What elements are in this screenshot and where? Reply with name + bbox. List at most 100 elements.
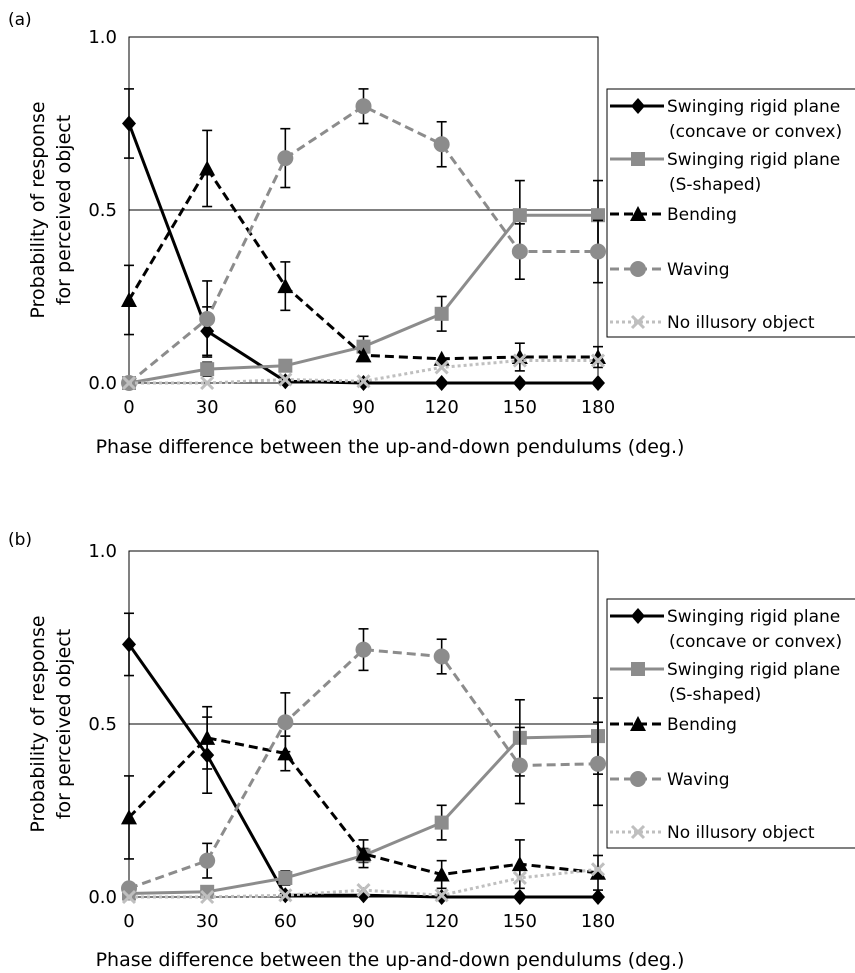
y-tick-label: 1.0 (88, 541, 117, 562)
legend-marker (631, 608, 645, 624)
data-point (434, 360, 449, 375)
legend-label: Swinging rigid plane (667, 660, 840, 680)
legend-item: Swinging rigid plane (S-shaped) (610, 150, 840, 195)
series-4 (121, 353, 606, 391)
legend-item: Swinging rigid plane (S-shaped) (610, 660, 840, 705)
legend-marker (630, 261, 646, 277)
series-1 (122, 697, 605, 901)
x-tick-label: 0 (123, 911, 134, 932)
data-point (277, 714, 294, 731)
data-point (199, 160, 216, 176)
data-point (433, 648, 450, 665)
legend-label: No illusory object (667, 313, 815, 333)
legend-box (606, 88, 855, 338)
legend-item: Bending (610, 205, 737, 225)
legend-label: No illusory object (667, 823, 815, 843)
series-line (127, 166, 598, 361)
x-tick-label: 90 (352, 911, 375, 932)
data-point (512, 375, 527, 391)
data-point (433, 866, 450, 882)
y-axis-label-line1: Probability of response (27, 101, 49, 318)
data-point (121, 809, 137, 825)
y-axis-label-line2: for perceived object (53, 629, 75, 819)
legend-label: Swinging rigid plane (667, 150, 840, 170)
data-point (590, 243, 606, 260)
y-axis-label: Probability of response for perceived obj… (27, 101, 75, 318)
data-point (199, 310, 216, 327)
series-2 (121, 705, 606, 891)
data-point (512, 353, 527, 368)
chart-panel-a: (a) 0.0 0.5 1.0 0 30 60 90 120 150 180 Probability … (8, 10, 855, 458)
legend-item: Swinging rigid plane (concave or convex) (610, 607, 842, 652)
legend-item: No illusory object (610, 313, 815, 333)
data-point (511, 243, 528, 260)
data-point (512, 208, 527, 223)
y-axis-label: Probability of response for perceived obj… (27, 615, 75, 832)
data-point (121, 291, 137, 307)
panel-label: (b) (8, 530, 32, 550)
data-point (356, 883, 371, 898)
data-point (590, 864, 606, 880)
y-axis-label-line2: for perceived object (53, 115, 75, 305)
data-point (278, 372, 293, 387)
legend-item: Waving (610, 260, 730, 280)
legend-marker (630, 771, 646, 787)
data-point (434, 815, 449, 830)
data-point (590, 755, 606, 772)
data-point (199, 729, 216, 745)
data-point (278, 888, 293, 903)
legend-item: Bending (610, 715, 737, 735)
data-point (277, 278, 294, 294)
y-tick-label: 1.0 (88, 27, 117, 48)
x-tick-label: 60 (274, 911, 297, 932)
legend-label-line2: (concave or convex) (669, 632, 842, 652)
data-point (355, 641, 372, 658)
x-tick-label: 180 (581, 911, 615, 932)
data-point (434, 888, 449, 903)
legend-label-line2: (S-shaped) (669, 175, 761, 195)
data-point (199, 852, 216, 869)
x-axis-label: Phase difference between the up-and-down… (96, 436, 685, 458)
x-tick-label: 90 (352, 397, 375, 418)
data-point (278, 870, 293, 885)
legend: Swinging rigid plane (concave or convex) S… (606, 88, 855, 338)
data-point (591, 375, 605, 391)
data-point (511, 856, 528, 872)
legend-marker (631, 662, 645, 676)
data-point (121, 375, 137, 391)
series-2 (121, 129, 606, 372)
data-point (355, 347, 372, 363)
x-tick-label: 150 (503, 911, 537, 932)
x-tick-label: 150 (503, 397, 537, 418)
y-axis-label-line1: Probability of response (27, 615, 49, 832)
legend-marker (630, 314, 646, 330)
data-point (356, 339, 371, 354)
series-4 (121, 862, 606, 905)
legend-label: Waving (667, 260, 730, 280)
data-point (591, 889, 605, 905)
legend-marker (630, 716, 646, 731)
series-3 (121, 628, 606, 897)
data-point (512, 870, 527, 886)
x-axis-label: Phase difference between the up-and-down… (96, 949, 685, 971)
legend-label: Bending (667, 715, 737, 735)
data-point (200, 375, 215, 391)
legend-label-line2: (concave or convex) (669, 122, 842, 142)
data-point (122, 636, 136, 653)
legend-box (606, 598, 855, 849)
y-tick-label: 0.0 (88, 373, 117, 394)
legend-label: Bending (667, 205, 737, 225)
legend-label-line2: (S-shaped) (669, 685, 761, 705)
data-point (200, 362, 215, 377)
data-point (277, 150, 294, 167)
legend-marker (630, 824, 646, 840)
legend: Swinging rigid plane(concave or convex)S… (606, 598, 855, 849)
legend-item: No illusory object (610, 823, 815, 843)
legend-label: Swinging rigid plane (667, 97, 840, 117)
chart-panel-b: (b) 0.0 0.5 1.0 0 30 60 90 120 150 180 Probability … (8, 530, 855, 971)
x-tick-label: 30 (196, 911, 219, 932)
x-tick-label: 120 (424, 911, 458, 932)
x-tick-label: 180 (581, 397, 615, 418)
x-tick-label: 30 (196, 397, 219, 418)
